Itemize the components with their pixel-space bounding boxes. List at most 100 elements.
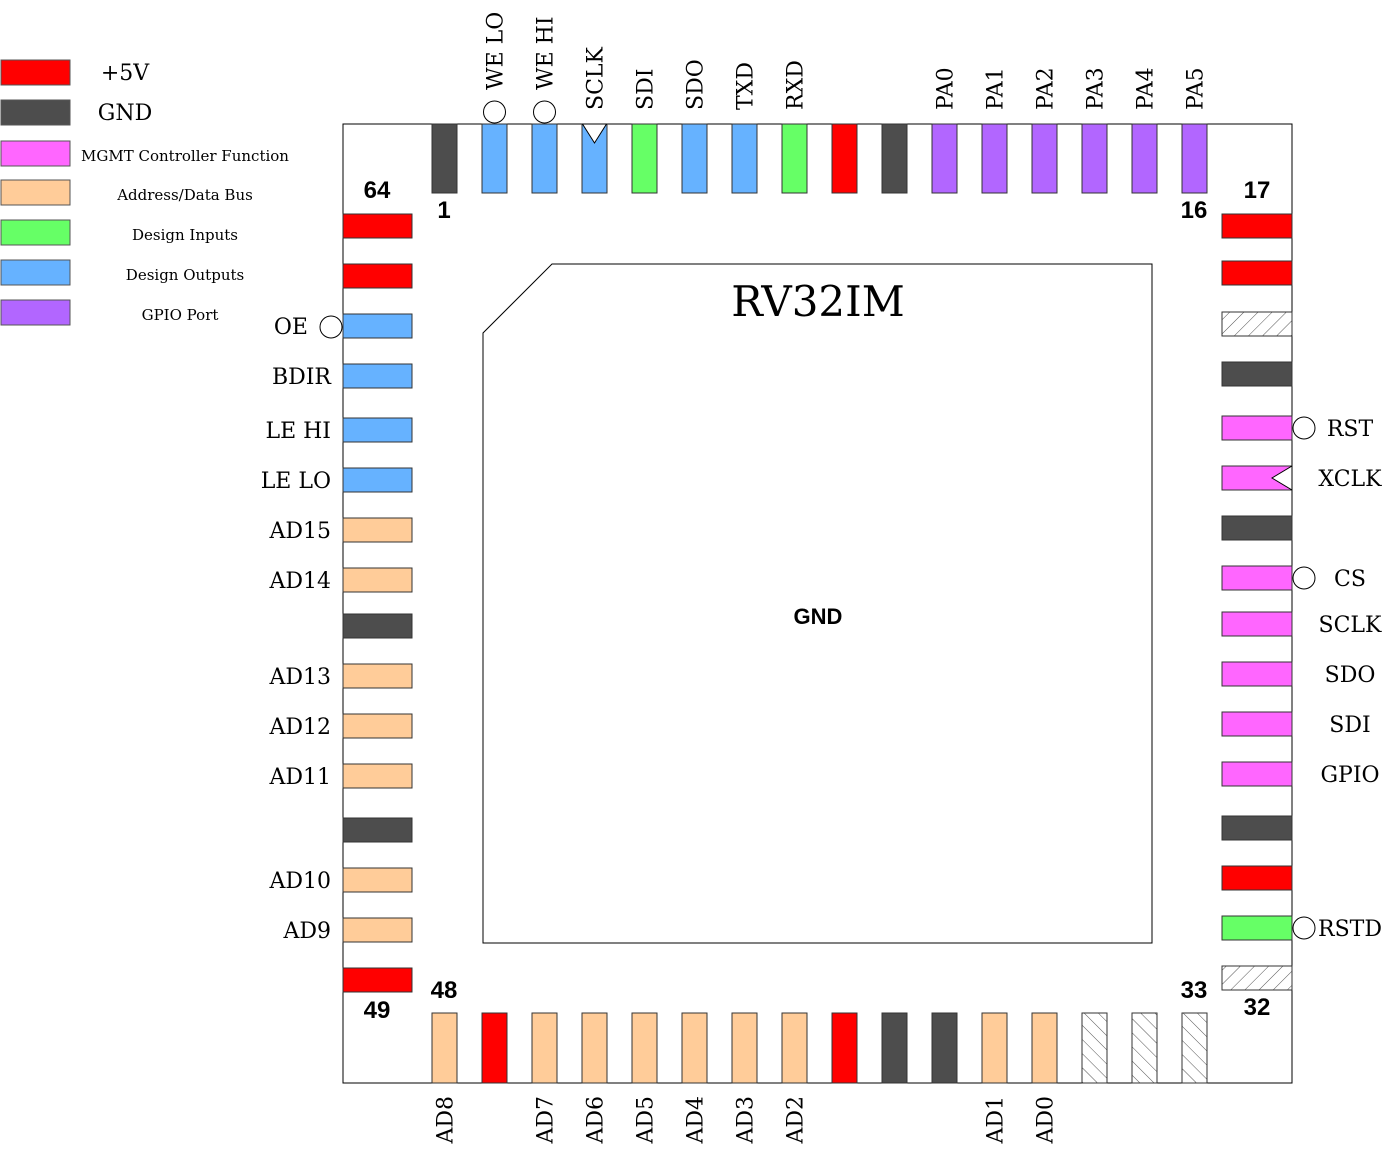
top-pin-label-we-hi: WE HI [534,16,559,90]
right-pin-label-xclk: XCLK [1318,467,1382,492]
active-low-bubble [1292,416,1316,440]
top-pin-label-sdi: SDI [634,69,659,110]
right-pin-label-rst: RST [1327,417,1374,442]
right-pin-24 [1221,565,1293,591]
bottom-pin-label-ad3: AD3 [734,1096,759,1145]
bottom-pin-41 [781,1012,808,1084]
bottom-pin-44 [631,1012,658,1084]
pin-number-32: 32 [1244,994,1271,1021]
legend-label-gnd: GND [98,101,152,126]
top-pin-label-pa1: PA1 [984,67,1009,110]
right-pin-28 [1221,761,1293,787]
bottom-pin-38 [931,1012,958,1084]
left-pin-62 [342,313,413,339]
left-pin-49 [342,967,413,993]
top-pin-15 [1131,123,1158,194]
left-pin-label-ad15: AD15 [268,519,331,544]
top-pin-11 [931,123,958,194]
right-pin-32 [1221,965,1293,991]
legend-label-design-outputs: Design Outputs [126,266,244,284]
pin-number-16: 16 [1181,197,1208,224]
left-pin-54 [342,713,413,739]
bottom-pin-35 [1081,1012,1108,1084]
left-pin-label-bdir: BDIR [272,365,332,390]
top-pin-label-pa3: PA3 [1084,67,1109,110]
left-pin-52 [342,817,413,843]
pin-number-48: 48 [431,977,458,1004]
pin-number-1: 1 [437,197,450,224]
top-pin-3 [531,123,558,194]
bottom-pin-label-ad0: AD0 [1034,1096,1059,1145]
left-pin-label-le-lo: LE LO [261,469,331,494]
right-pin-23 [1221,515,1293,541]
active-low-bubble [319,315,343,339]
left-pin-label-ad11: AD11 [268,765,331,790]
top-pin-1 [431,123,458,194]
right-pin-label-sdi: SDI [1329,713,1370,738]
bottom-pin-39 [881,1012,908,1084]
left-pin-55 [342,663,413,689]
bottom-pin-47 [481,1012,508,1084]
bottom-pin-label-ad8: AD8 [434,1096,459,1145]
right-pin-30 [1221,865,1293,891]
bottom-pin-40 [831,1012,858,1084]
top-pin-16 [1181,123,1208,194]
pin-number-33: 33 [1181,977,1208,1004]
left-pin-57 [342,567,413,593]
top-pin-13 [1031,123,1058,194]
top-pin-label-pa0: PA0 [934,67,959,110]
bottom-pin-45 [581,1012,608,1084]
bottom-pin-42 [731,1012,758,1084]
left-pin-label-ad9: AD9 [282,919,331,944]
left-pin-label-ad12: AD12 [268,715,331,740]
legend-label-design-inputs: Design Inputs [132,226,238,244]
right-pin-label-cs: CS [1334,567,1366,592]
top-pin-label-we-lo: WE LO [484,12,509,90]
right-pin-label-gpio: GPIO [1320,763,1379,788]
left-pin-label-le-hi: LE HI [265,419,331,444]
clock-input-marker [581,123,608,144]
right-pin-label-rstd: RSTD [1318,917,1382,942]
left-pin-60 [342,417,413,443]
right-pin-18 [1221,260,1293,286]
bottom-pin-label-ad7: AD7 [534,1096,559,1145]
legend-label-gpio-port: GPIO Port [142,306,219,324]
left-pin-50 [342,917,413,943]
top-pin-label-rxd: RXD [784,60,809,110]
left-pin-59 [342,467,413,493]
right-pin-31 [1221,915,1293,941]
top-pin-14 [1081,123,1108,194]
legend-swatch-address-data-bus [0,179,71,206]
top-pin-label-sclk: SCLK [584,46,609,110]
pin-number-17: 17 [1244,177,1271,204]
top-pin-label-pa5: PA5 [1184,67,1209,110]
pin-number-64: 64 [364,177,391,204]
bottom-pin-36 [1031,1012,1058,1084]
bottom-pin-label-ad2: AD2 [784,1096,809,1145]
right-pin-21 [1221,415,1293,441]
bottom-pin-label-ad4: AD4 [684,1096,709,1145]
legend-swatch-gpio-port [0,299,71,326]
legend-swatch-mgmt-controller-function [0,140,71,167]
active-low-bubble [483,100,506,124]
legend-swatch-design-outputs [0,259,71,286]
left-pin-column: OE BDIR LE HI LE LO AD15 AD14 AD13 AD12 AD11 AD10… [261,213,413,993]
left-pin-label-ad14: AD14 [268,569,331,594]
top-pin-9 [831,123,858,194]
bottom-pin-46 [531,1012,558,1084]
active-low-bubble [533,100,556,124]
pin-number-49: 49 [364,997,391,1024]
bottom-pin-row: AD8 AD7 AD6 AD5 AD4 AD3 AD2 AD1 AD0 [431,1012,1208,1145]
right-pin-27 [1221,711,1293,737]
right-pin-label-sclk: SCLK [1319,613,1383,638]
left-pin-56 [342,613,413,639]
right-pin-column: RST XCLK CS SCLK SDO SDI GPIO RSTD [1221,213,1383,991]
right-pin-26 [1221,661,1293,687]
top-pin-6 [681,123,708,194]
top-pin-2 [481,123,508,194]
legend-swatch-5v [0,59,71,86]
top-pin-10 [881,123,908,194]
bottom-pin-33 [1181,1012,1208,1084]
left-pin-63 [342,263,413,289]
